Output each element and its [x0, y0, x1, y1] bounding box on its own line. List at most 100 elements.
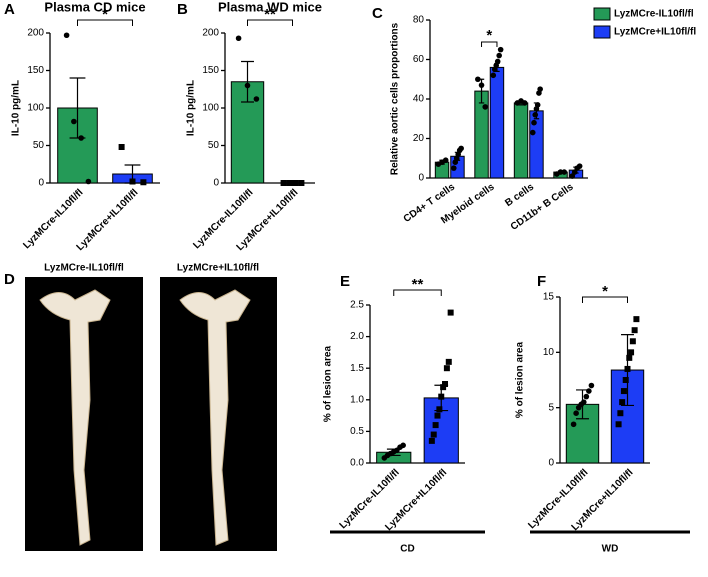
significance-label: ** — [264, 6, 276, 23]
data-point — [626, 354, 633, 361]
y-tick-label: 50 — [208, 140, 220, 151]
data-point — [458, 145, 464, 152]
data-point — [292, 180, 299, 186]
data-point — [478, 82, 485, 88]
data-point — [253, 96, 260, 102]
data-point — [534, 102, 541, 108]
data-point — [619, 399, 626, 406]
data-point — [583, 393, 590, 400]
data-point — [286, 180, 293, 186]
significance-bracket — [247, 19, 293, 26]
y-tick-label: 1.0 — [350, 394, 364, 405]
y-tick-label: 60 — [413, 54, 425, 65]
data-point — [85, 178, 92, 185]
data-point — [570, 421, 577, 428]
data-point — [434, 412, 441, 419]
significance-label: * — [102, 6, 108, 23]
data-point — [438, 393, 445, 400]
y-axis-label: IL-10 pg/mL — [11, 80, 22, 136]
data-point — [440, 384, 447, 391]
data-point — [537, 86, 543, 92]
data-point — [576, 163, 583, 169]
data-point — [450, 165, 457, 171]
panel-letter: C — [372, 5, 383, 22]
y-tick-label: 200 — [202, 28, 219, 39]
y-tick-label: 2.0 — [350, 331, 364, 342]
data-point — [573, 410, 579, 417]
data-point — [529, 129, 536, 136]
y-tick-label: 15 — [543, 292, 555, 303]
panel-letter: F — [537, 273, 546, 290]
data-point — [633, 316, 640, 323]
y-tick-label: 100 — [27, 103, 44, 114]
y-axis-label: % of lesion area — [515, 341, 526, 418]
y-axis-label: Relative aortic cells proportions — [390, 22, 401, 175]
group-label: WD — [602, 544, 619, 555]
y-tick-label: 100 — [202, 103, 219, 114]
image-label: LyzMCre+IL10fl/fl — [177, 263, 259, 274]
data-point — [622, 377, 629, 383]
data-point — [620, 388, 627, 395]
data-point — [432, 422, 439, 429]
data-point — [588, 382, 595, 389]
y-tick-label: 2.5 — [350, 300, 364, 311]
data-point — [140, 179, 147, 186]
legend-label: LyzMCre+IL10fl/fl — [614, 27, 696, 38]
data-point — [71, 118, 77, 125]
y-tick-label: 10 — [543, 347, 555, 358]
data-point — [63, 32, 70, 39]
data-point — [631, 327, 638, 334]
chart-title: Plasma CD mice — [44, 0, 145, 14]
data-point — [475, 76, 481, 83]
panel-letter: B — [177, 1, 188, 18]
data-point — [235, 35, 242, 42]
panel-letter: D — [4, 271, 15, 288]
y-tick-label: 5 — [548, 402, 554, 413]
y-tick-label: 200 — [27, 28, 44, 39]
bar — [489, 66, 505, 179]
error-bar — [241, 60, 254, 103]
aorta — [179, 289, 251, 546]
significance-label: * — [486, 27, 492, 44]
data-point — [490, 72, 497, 79]
data-point — [561, 169, 568, 175]
data-point — [624, 365, 631, 372]
data-point — [580, 399, 587, 405]
group-label: CD — [400, 544, 414, 555]
data-point — [442, 157, 449, 164]
legend-label: LyzMCre-IL10fl/fl — [614, 9, 694, 20]
data-point — [532, 112, 539, 118]
aorta — [39, 289, 111, 546]
data-point — [280, 180, 287, 186]
data-point — [428, 437, 435, 444]
significance-label: ** — [412, 276, 424, 293]
data-point — [400, 442, 406, 449]
data-point — [78, 135, 84, 141]
significance-bracket — [77, 19, 133, 26]
data-point — [445, 358, 452, 365]
y-axis-label: % of lesion area — [323, 345, 334, 422]
data-point — [615, 421, 622, 428]
data-point — [496, 52, 502, 59]
y-tick-label: 40 — [413, 94, 425, 105]
y-tick-label: 150 — [27, 65, 44, 76]
y-axis-label: IL-10 pg/mL — [186, 80, 197, 136]
significance-bracket — [582, 296, 628, 303]
y-tick-label: 0 — [213, 178, 219, 189]
data-point — [298, 180, 305, 186]
y-tick-label: 0 — [418, 173, 424, 184]
y-tick-label: 50 — [33, 140, 45, 151]
image-label: LyzMCre-IL10fl/fl — [44, 263, 124, 274]
data-point — [129, 178, 136, 185]
significance-label: * — [602, 283, 608, 300]
x-tick-label: LyzMCre-IL10fl/fl — [21, 187, 85, 251]
data-point — [628, 349, 635, 356]
data-point — [521, 100, 528, 106]
bar — [513, 102, 529, 179]
y-tick-label: 0 — [38, 178, 44, 189]
significance-bracket — [393, 289, 442, 296]
y-tick-label: 150 — [202, 65, 219, 76]
y-tick-label: 0.0 — [350, 458, 364, 469]
data-point — [442, 381, 449, 387]
